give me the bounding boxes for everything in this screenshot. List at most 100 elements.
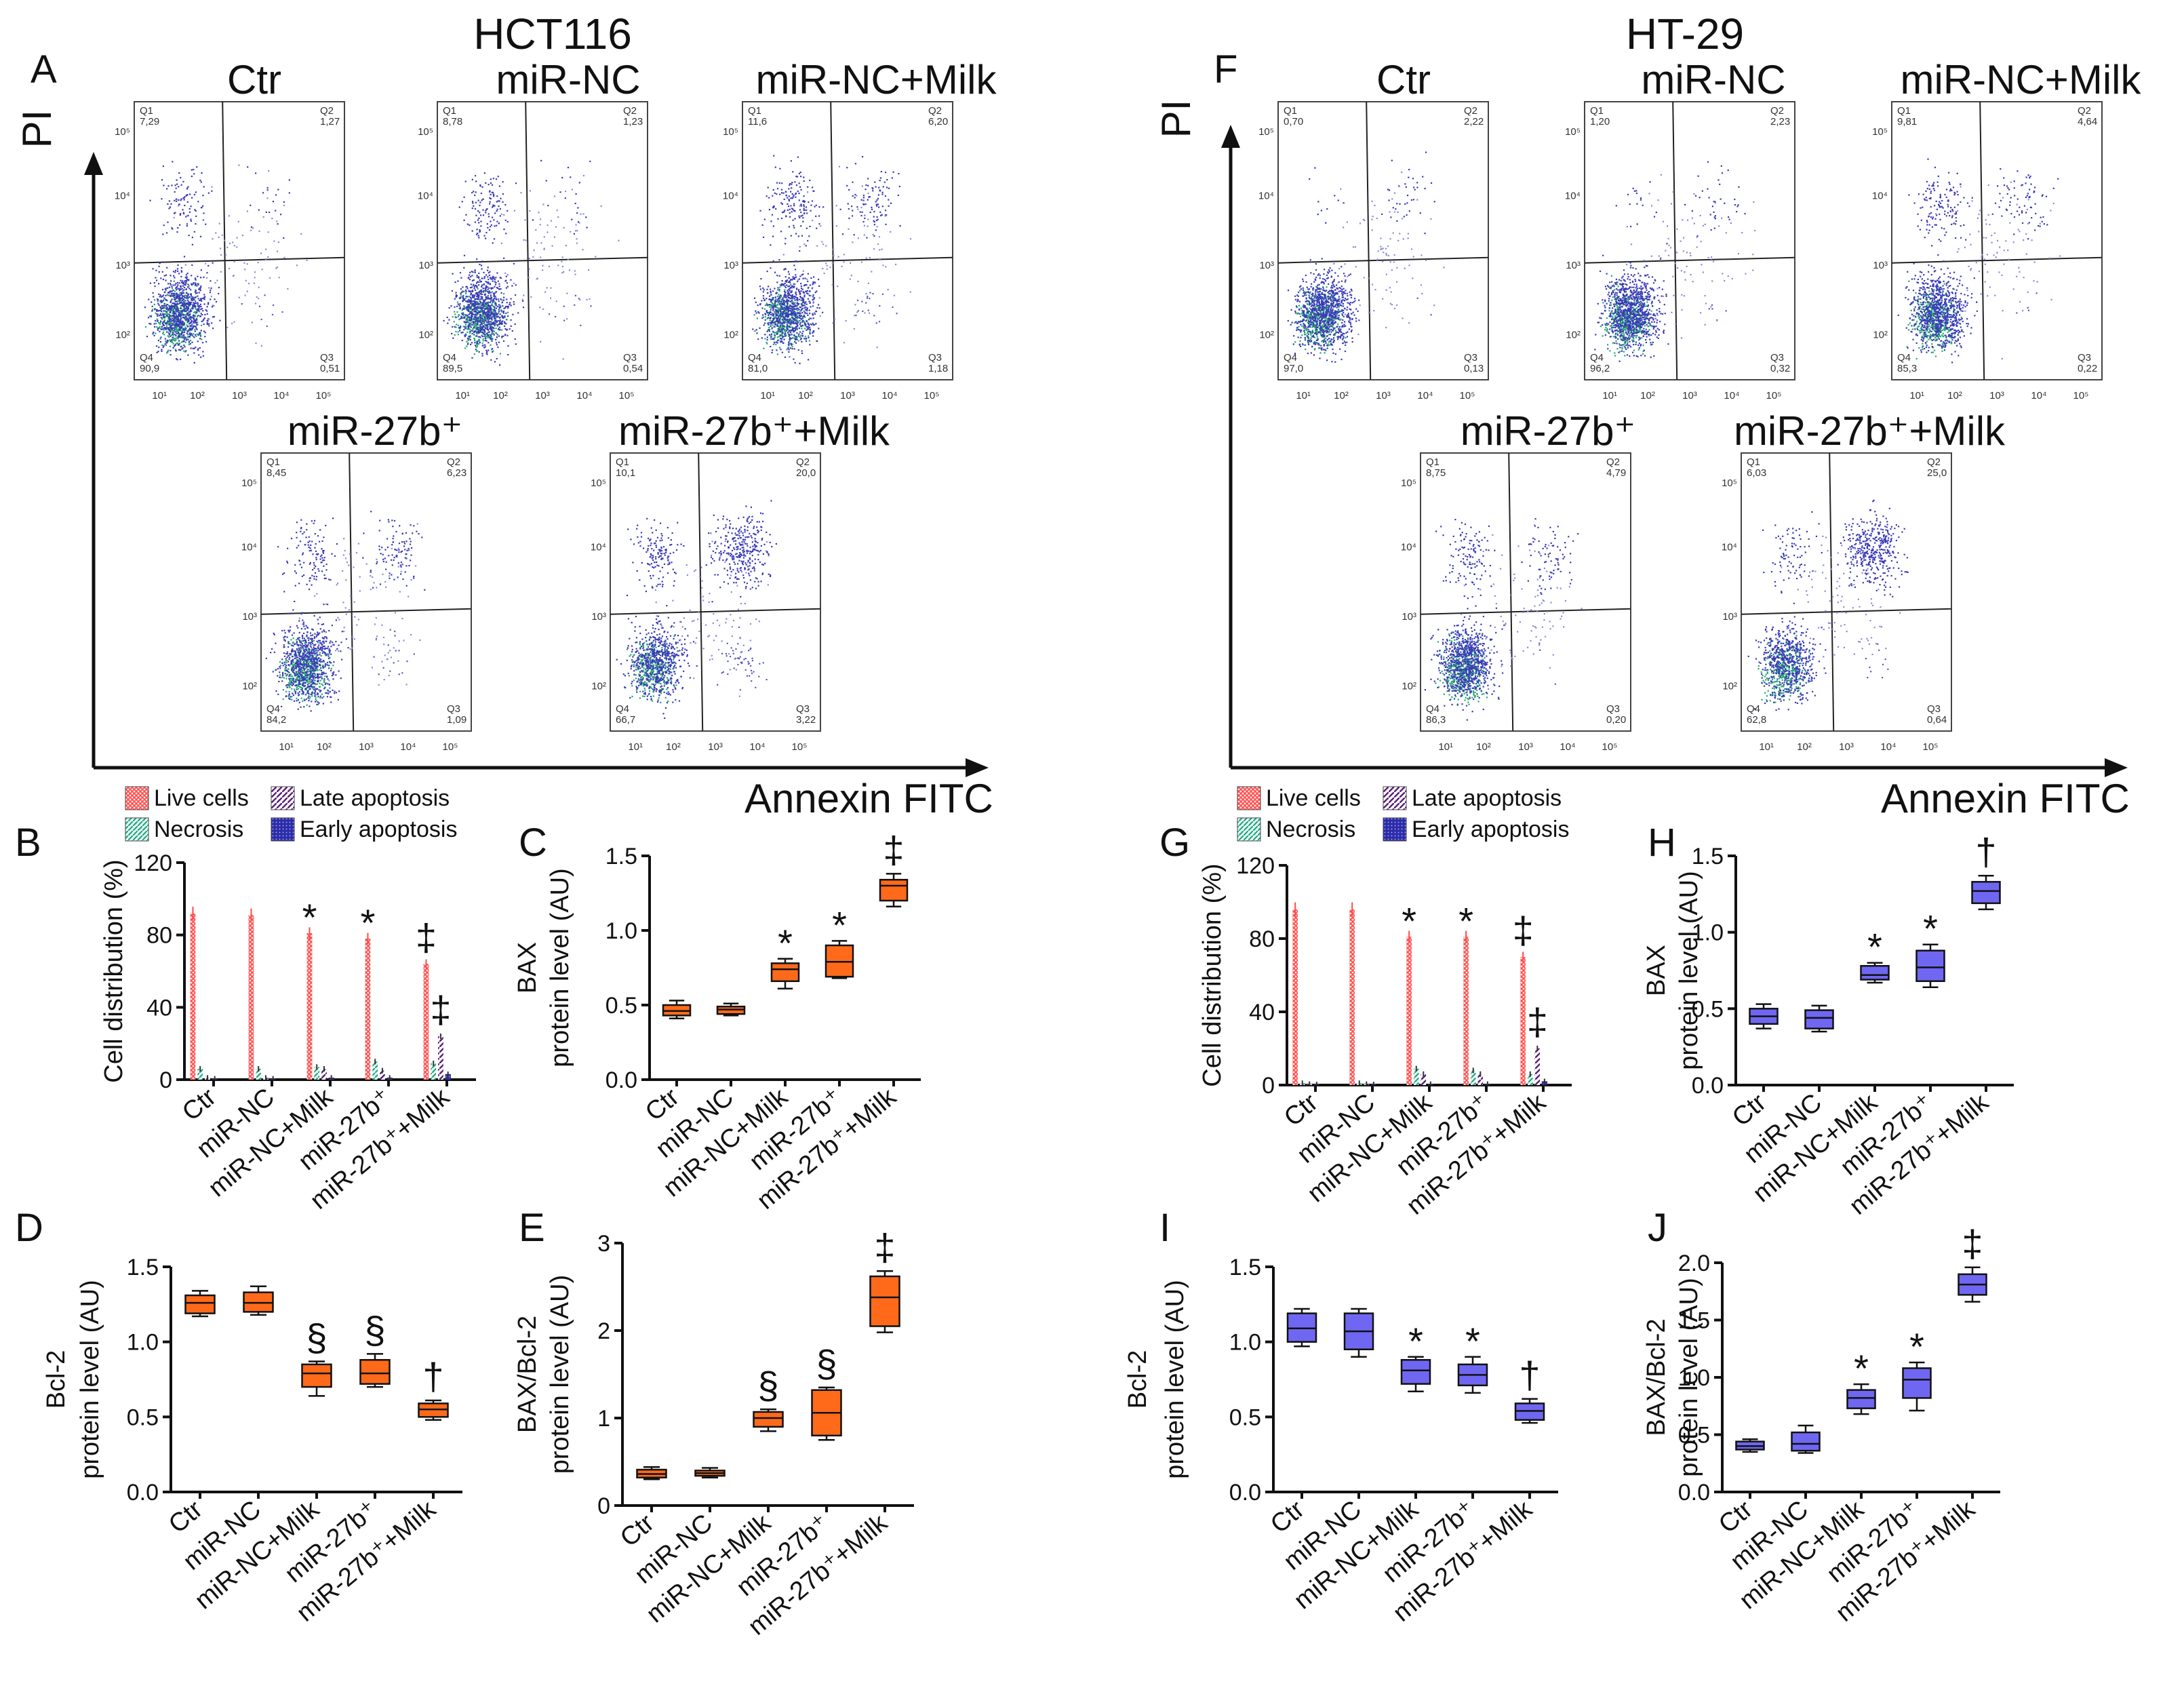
y-tick-label: 10² (1566, 330, 1581, 341)
y-axis-label: Cell distribution (%) (1198, 863, 1227, 1086)
y-tick-label: 2.0 (1678, 1251, 1710, 1276)
flow-plot-title: miR-27b⁺ (287, 408, 462, 454)
significance-marker: ‡ (430, 988, 451, 1031)
flow-plot-frame (1277, 101, 1489, 380)
x-tick-label: 10³ (1682, 390, 1697, 401)
quadrant-percent: 2,23 (1770, 116, 1790, 127)
x-tick-label: 10⁴ (1880, 741, 1896, 753)
quadrant-gate-horizontal (1741, 608, 1952, 615)
box (301, 1363, 332, 1388)
x-tick-label: 10² (666, 741, 681, 753)
legend-swatch (271, 817, 295, 842)
event-dots (265, 511, 426, 712)
y-tick-label: 1.0 (1229, 1330, 1261, 1356)
event-dots (1747, 499, 1909, 711)
y-tick-label: 0.0 (1678, 1480, 1710, 1506)
x-tick-label: 10¹ (1759, 741, 1774, 753)
flow-plot-title: miR-NC (1641, 57, 1785, 102)
chart-J: J 0.0 0.5 1.0 1.5 2.0 BAX/Bcl-2 protein level (… (1642, 1206, 2000, 1628)
quadrant-percent: 81,0 (748, 363, 768, 374)
legend-label: Necrosis (154, 817, 243, 842)
y-axis-label: protein level (AU) (1675, 871, 1703, 1070)
quadrant-name: Q3 (1770, 352, 1784, 363)
event-dots (443, 159, 620, 366)
legend-swatch (1237, 817, 1261, 842)
x-tick-label: 10⁵ (1766, 390, 1782, 401)
significance-marker: * (832, 903, 847, 946)
significance-marker: § (816, 1342, 837, 1385)
significance-marker: * (778, 922, 793, 964)
quadrant-name: Q2 (1927, 456, 1941, 468)
panel-letter: D (15, 1206, 43, 1250)
y-tick-label: 10⁵ (115, 126, 130, 138)
y-tick-label: 10⁴ (418, 191, 433, 202)
quadrant-gate-vertical (830, 101, 836, 380)
quadrant-percent: 84,2 (266, 714, 286, 726)
quadrant-gate-vertical (1366, 101, 1372, 380)
significance-marker: * (302, 896, 317, 939)
y-tick-label: 10³ (418, 260, 433, 271)
quadrant-percent: 0,51 (320, 363, 340, 374)
y-tick-label: 0.5 (127, 1404, 159, 1430)
x-tick-label: 10⁵ (924, 390, 940, 401)
significance-marker: ‡ (874, 1225, 895, 1268)
bar (1421, 1074, 1427, 1085)
quadrant-name: Q2 (928, 105, 942, 117)
y-axis-label: BAX/Bcl-2 (513, 1316, 542, 1433)
y-tick-label: 10² (1402, 681, 1416, 692)
y-axis-arrow (84, 152, 103, 175)
quadrant-percent: 2,22 (1464, 116, 1484, 127)
quadrant-gate-vertical (349, 452, 355, 732)
y-tick-label: 10³ (1873, 260, 1888, 271)
x-tick-label: 10⁴ (1560, 741, 1575, 753)
quadrant-percent: 97,0 (1284, 363, 1303, 374)
flow-plot-frame (1420, 452, 1631, 732)
y-tick-label: 3 (597, 1231, 610, 1257)
quadrant-name: Q4 (1747, 703, 1760, 715)
y-axis-label: BAX (513, 942, 542, 994)
significance-marker: * (1854, 1347, 1869, 1390)
quadrant-percent: 20,0 (796, 467, 816, 479)
quadrant-gate-horizontal (260, 608, 472, 615)
y-tick-label: 10² (591, 681, 606, 692)
x-tick-label: 10² (1640, 390, 1655, 401)
bar (256, 1069, 262, 1080)
quadrant-name: Q4 (1590, 352, 1604, 363)
y-tick-label: 10⁴ (591, 542, 606, 553)
quadrant-gate-horizontal (134, 256, 345, 264)
significance-marker: ‡ (1527, 1000, 1548, 1043)
y-tick-label: 1.5 (1229, 1255, 1261, 1280)
quadrant-name: Q2 (1770, 105, 1784, 117)
quadrant-name: Q4 (748, 352, 761, 363)
box (869, 1275, 900, 1327)
legend-label: Late apoptosis (300, 785, 450, 811)
y-tick-label: 10⁵ (723, 126, 738, 138)
quadrant-gate-horizontal (742, 256, 953, 264)
y-tick-label: 0.0 (1229, 1480, 1261, 1506)
quadrant-name: Q2 (447, 456, 460, 468)
quadrant-percent: 90,9 (140, 363, 159, 374)
x-tick-label: 10² (1797, 741, 1812, 753)
x-tick-label: 10³ (1839, 741, 1854, 753)
event-dots (1287, 151, 1445, 363)
quadrant-percent: 1,20 (1590, 116, 1610, 127)
quadrant-gate-vertical (525, 101, 531, 380)
quadrant-name: Q1 (443, 105, 456, 117)
y-tick-label: 1.0 (605, 918, 637, 944)
bar (1463, 937, 1469, 1085)
significance-marker: * (1465, 1320, 1480, 1362)
y-tick-label: 1 (597, 1406, 610, 1432)
flow-plot-frame (260, 452, 472, 732)
box (1804, 1009, 1834, 1029)
significance-marker: ‡ (1962, 1222, 1983, 1265)
event-dots (616, 500, 777, 720)
bar (1534, 1048, 1541, 1085)
event-dots (1424, 518, 1583, 721)
legend-hct: Live cells Late apoptosis Necrosis Early ap… (125, 785, 457, 842)
y-axis-label: protein level (AU) (546, 1275, 574, 1474)
quadrant-percent: 6,03 (1747, 467, 1766, 479)
